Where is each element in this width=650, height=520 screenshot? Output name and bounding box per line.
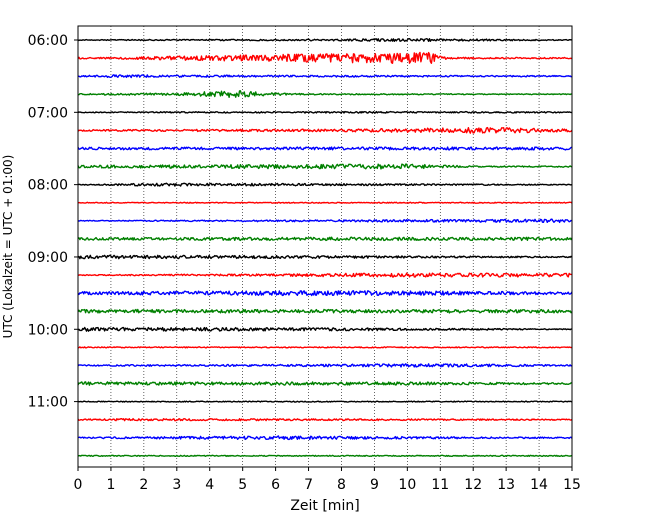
trace-13 xyxy=(77,272,573,278)
trace-12 xyxy=(77,254,573,260)
trace-20 xyxy=(77,400,573,403)
trace-0 xyxy=(77,37,573,43)
x-tick-label-15: 15 xyxy=(563,477,581,493)
trace-23 xyxy=(77,454,573,458)
trace-11 xyxy=(77,236,573,242)
trace-4 xyxy=(77,110,573,114)
y-tick-label-2: 08:00 xyxy=(28,178,68,194)
trace-3 xyxy=(78,90,573,99)
trace-2 xyxy=(77,74,573,79)
y-tick-label-4: 10:00 xyxy=(28,322,68,338)
x-tick-label-10: 10 xyxy=(398,477,416,493)
trace-19 xyxy=(77,381,573,386)
x-tick-label-12: 12 xyxy=(464,477,482,493)
trace-14 xyxy=(77,290,573,297)
y-axis-ticks: 06:00 07:00 08:00 09:00 10:00 11:00 xyxy=(28,33,78,411)
x-tick-label-2: 2 xyxy=(139,477,148,493)
trace-22 xyxy=(77,435,573,441)
trace-10 xyxy=(77,218,573,224)
y-tick-label-1: 07:00 xyxy=(28,105,68,121)
x-tick-label-5: 5 xyxy=(238,477,247,493)
trace-9 xyxy=(77,201,573,204)
trace-18 xyxy=(77,363,573,368)
trace-17 xyxy=(78,346,573,349)
trace-16 xyxy=(77,326,573,332)
y-axis-label: UTC (Lokalzeit = UTC + 01:00) xyxy=(1,155,15,339)
x-tick-label-14: 14 xyxy=(530,477,548,493)
x-tick-label-7: 7 xyxy=(304,477,313,493)
x-tick-label-8: 8 xyxy=(337,477,346,493)
x-tick-label-0: 0 xyxy=(74,477,83,493)
trace-21 xyxy=(77,417,573,422)
trace-1 xyxy=(77,51,573,64)
x-axis-ticks: 0 1 2 3 4 5 6 7 8 9 10 11 12 13 14 15 xyxy=(74,467,581,493)
trace-8 xyxy=(77,182,573,187)
trace-15 xyxy=(77,308,573,314)
trace-5 xyxy=(77,126,573,134)
y-tick-label-0: 06:00 xyxy=(28,33,68,49)
x-tick-label-6: 6 xyxy=(271,477,280,493)
y-tick-label-3: 09:00 xyxy=(28,250,68,266)
y-tick-label-5: 11:00 xyxy=(28,395,68,411)
x-tick-label-1: 1 xyxy=(106,477,115,493)
x-tick-label-11: 11 xyxy=(431,477,449,493)
trace-7 xyxy=(77,163,573,170)
x-axis-label: Zeit [min] xyxy=(290,498,359,514)
x-tick-label-13: 13 xyxy=(497,477,515,493)
x-tick-label-9: 9 xyxy=(370,477,379,493)
x-tick-label-4: 4 xyxy=(205,477,214,493)
x-tick-label-3: 3 xyxy=(172,477,181,493)
seismogram-traces xyxy=(77,37,573,458)
trace-6 xyxy=(77,146,573,151)
plot-frame xyxy=(77,25,573,468)
